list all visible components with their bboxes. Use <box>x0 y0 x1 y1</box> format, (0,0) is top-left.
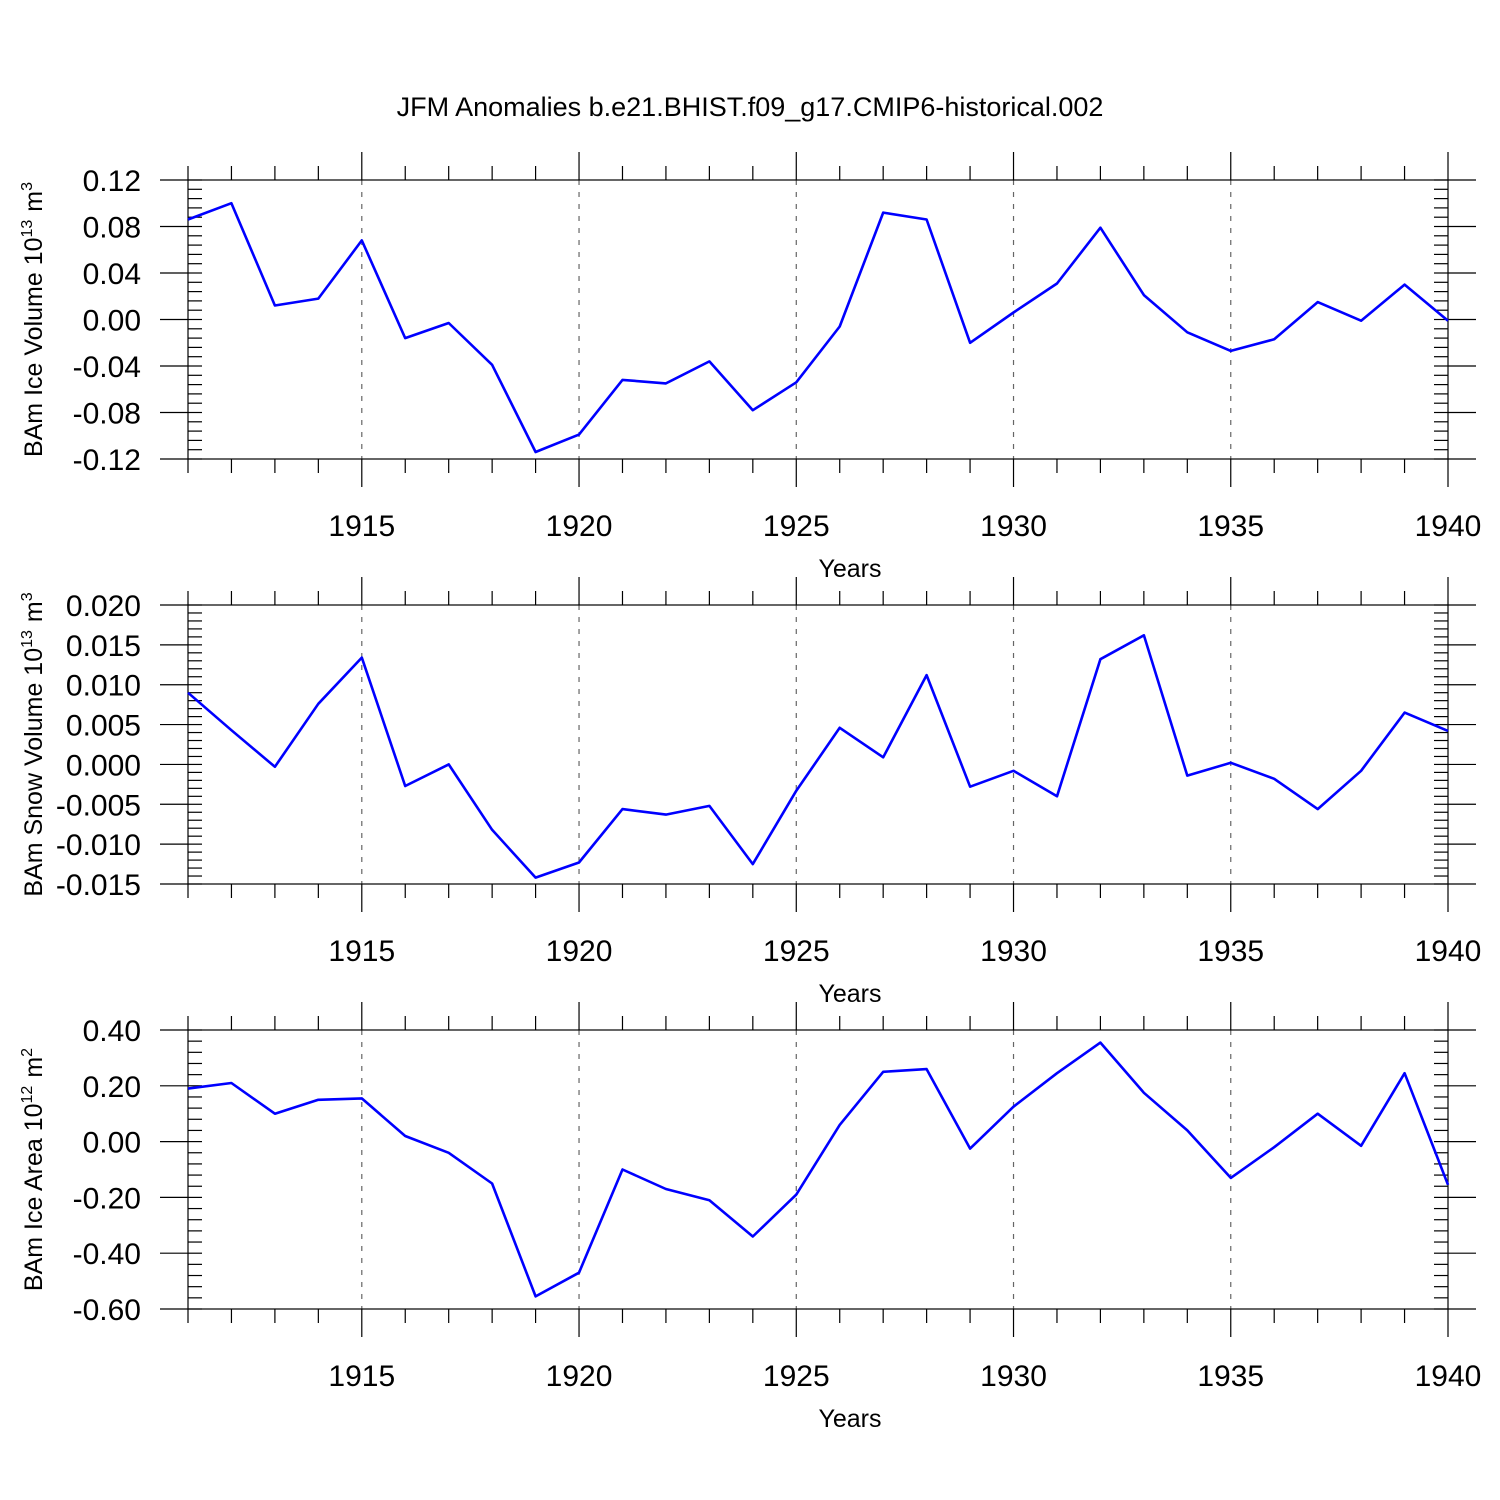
y-axis-title-exponent: 12 <box>19 1086 36 1104</box>
x-tick-label: 1925 <box>763 1360 830 1393</box>
x-tick-label: 1940 <box>1415 935 1482 968</box>
plot-frame <box>187 604 1449 885</box>
series-line <box>187 201 1449 454</box>
x-tick-label: 1935 <box>1197 935 1264 968</box>
x-tick-label: 1940 <box>1415 510 1482 543</box>
y-tick-label: 0.04 <box>83 258 141 291</box>
x-tick-label: 1935 <box>1197 510 1264 543</box>
x-axis-title: Years <box>818 1405 881 1433</box>
y-axis-title-exponent: 13 <box>19 220 36 238</box>
y-axis-title-text: BAm Snow Volume 10 <box>20 648 48 897</box>
y-tick-label: 0.40 <box>83 1015 141 1048</box>
y-tick-label: -0.015 <box>56 869 141 902</box>
x-tick-label: 1930 <box>980 1360 1047 1393</box>
y-axis-title-unit-exponent: 3 <box>19 592 36 601</box>
series-line <box>187 633 1449 879</box>
x-tick-label: 1920 <box>546 935 613 968</box>
x-tick-label: 1920 <box>546 510 613 543</box>
y-tick-label: 0.000 <box>66 749 141 782</box>
plot-frame <box>187 1029 1449 1310</box>
y-axis-title-text: BAm Ice Area 10 <box>20 1103 48 1291</box>
y-axis-title-unit: m <box>20 601 48 622</box>
y-tick-label: -0.12 <box>73 444 141 477</box>
y-tick-label: 0.20 <box>83 1071 141 1104</box>
figure-title: JFM Anomalies b.e21.BHIST.f09_g17.CMIP6-… <box>397 92 1104 122</box>
y-axis-title-unit: m <box>20 191 48 212</box>
x-axis-title: Years <box>818 555 881 583</box>
x-tick-label: 1915 <box>328 935 395 968</box>
y-axis-title: BAm Snow Volume 1013 m3 <box>19 592 48 896</box>
y-tick-label: -0.010 <box>56 829 141 862</box>
panel-3: 0.40 0.20 0.00 -0.20 -0.40 -0.60 1915 1920 1925 1… <box>19 1002 1481 1433</box>
x-tick-label: 1930 <box>980 935 1047 968</box>
x-tick-label: 1920 <box>546 1360 613 1393</box>
y-tick-label: 0.015 <box>66 630 141 663</box>
x-tick-label: 1930 <box>980 510 1047 543</box>
x-tick-label: 1915 <box>328 1360 395 1393</box>
x-tick-label: 1940 <box>1415 1360 1482 1393</box>
y-axis-title-unit: m <box>20 1057 48 1078</box>
y-tick-label: -0.40 <box>73 1238 141 1271</box>
series-line <box>187 1041 1450 1298</box>
y-tick-label: 0.00 <box>83 1127 141 1160</box>
y-axis-title: BAm Ice Area 1012 m2 <box>19 1048 48 1291</box>
x-tick-label: 1915 <box>328 510 395 543</box>
y-tick-label: 0.08 <box>83 212 141 245</box>
y-tick-label: 0.005 <box>66 710 141 743</box>
y-tick-label: -0.005 <box>56 789 141 822</box>
plot-frame <box>187 179 1449 460</box>
y-axis-title-unit-exponent: 3 <box>19 182 36 191</box>
y-axis-title: BAm Ice Volume 1013 m3 <box>19 182 48 457</box>
panel-1: 0.12 0.08 0.04 0.00 -0.04 -0.08 -0.12 1915 1920 1… <box>19 152 1481 583</box>
x-tick-label: 1935 <box>1197 1360 1264 1393</box>
y-tick-label: 0.00 <box>83 305 141 338</box>
x-axis-title: Years <box>818 980 881 1008</box>
y-tick-label: -0.20 <box>73 1182 141 1215</box>
panel-2: 0.020 0.015 0.010 0.005 0.000 -0.005 -0.010 -0.… <box>19 577 1481 1008</box>
x-tick-label: 1925 <box>763 935 830 968</box>
x-tick-label: 1925 <box>763 510 830 543</box>
y-tick-label: -0.04 <box>73 351 141 384</box>
y-tick-label: 0.010 <box>66 670 141 703</box>
y-axis-title-unit-exponent: 2 <box>19 1048 36 1057</box>
y-axis-title-exponent: 13 <box>19 630 36 648</box>
y-axis-title-text: BAm Ice Volume 10 <box>20 237 48 457</box>
y-tick-label: 0.12 <box>83 165 141 198</box>
y-tick-label: -0.60 <box>73 1294 141 1327</box>
y-tick-label: -0.08 <box>73 398 141 431</box>
y-tick-label: 0.020 <box>66 590 141 623</box>
